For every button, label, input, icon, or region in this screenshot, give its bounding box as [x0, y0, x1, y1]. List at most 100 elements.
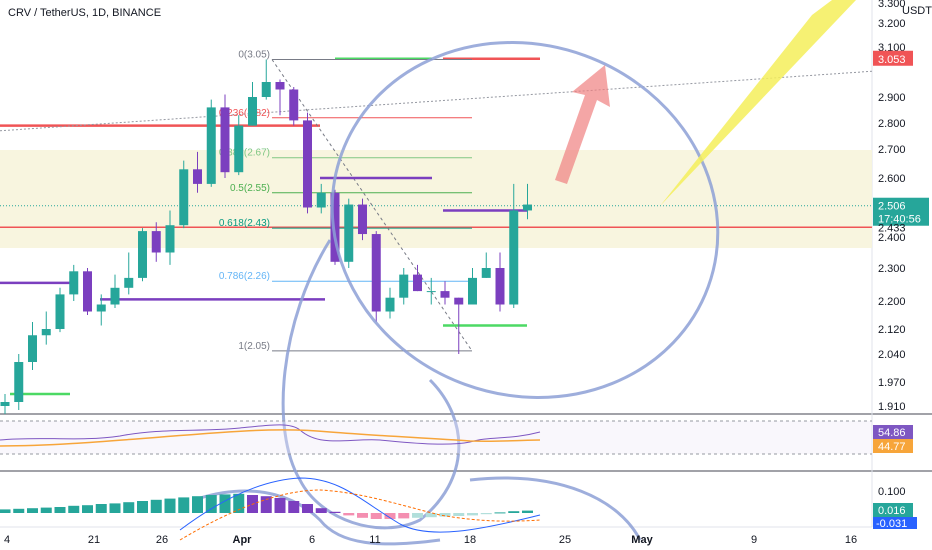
price-tick-label: 2.900	[878, 92, 906, 104]
fib-level-label: 1(2.05)	[238, 341, 270, 352]
candle-body	[206, 107, 216, 184]
candle-body	[83, 271, 92, 312]
last-price-label: 2.506	[878, 201, 906, 213]
candle-body	[481, 268, 491, 278]
arrow-up-icon	[555, 65, 610, 184]
fib-level-label: 0.786(2.26)	[219, 271, 270, 282]
yellow-wedge	[660, 0, 856, 206]
macd-histogram-bar	[357, 513, 368, 518]
candle-body	[193, 169, 202, 184]
candle-body	[261, 82, 271, 97]
fib-level-label: 0(3.05)	[238, 50, 270, 61]
candle-body	[344, 204, 354, 262]
candle-body	[14, 362, 24, 402]
candle-body	[220, 107, 230, 173]
candle-body	[0, 402, 10, 406]
fib-level-label: 0.236(2.82)	[219, 108, 270, 119]
macd-histogram-bar	[467, 513, 478, 516]
candle-body	[124, 277, 134, 288]
price-tick-label: 2.120	[878, 324, 906, 336]
price-tick-label: 3.300	[878, 0, 906, 10]
time-tick-label: 9	[751, 534, 757, 546]
macd-histogram-bar	[425, 513, 437, 518]
macd-hist-badge	[873, 503, 913, 517]
candle-body	[96, 304, 106, 312]
candle-body	[468, 277, 477, 305]
price-tick-label: 2.400	[878, 232, 906, 244]
support-price-label: 2.433	[878, 222, 906, 234]
candle-body	[151, 231, 161, 253]
fib-level-label: 0.618(2.43)	[219, 218, 270, 229]
chart-background	[0, 0, 872, 550]
candles-layer	[0, 59, 532, 414]
candle-body	[28, 335, 37, 362]
macd-histogram-bar	[260, 496, 272, 513]
macd-histogram-bar	[123, 502, 135, 513]
axis-background	[872, 0, 932, 550]
time-tick-label: 6	[309, 534, 315, 546]
candle-body	[413, 274, 422, 292]
macd-histogram-bar	[384, 513, 396, 519]
candle-body	[289, 89, 299, 121]
axes-layer: 3.3003.2003.1002.9002.8002.7002.6002.400…	[4, 0, 932, 546]
price-unit-label: USDT	[902, 5, 932, 17]
macd-histogram-bar	[164, 498, 176, 513]
macd-histogram-bar	[370, 513, 382, 519]
macd-histogram-bar	[178, 497, 190, 513]
macd-tick-label: 0.100	[878, 486, 906, 498]
candle-body	[303, 120, 312, 208]
candle-body	[426, 291, 436, 293]
candle-body	[41, 329, 51, 336]
candle-body	[165, 225, 175, 253]
macd-histogram-bar	[329, 511, 341, 513]
price-tick-label: 3.200	[878, 18, 906, 30]
price-tick-label: 2.600	[878, 173, 906, 185]
rsi-value-label: 54.86	[878, 427, 906, 439]
time-tick-label: Apr	[233, 534, 253, 546]
macd-histogram-bar	[508, 511, 520, 513]
time-tick-label: 11	[369, 534, 380, 546]
candle-body	[248, 97, 257, 126]
time-tick-label: 16	[845, 534, 857, 546]
macd-histogram-bar	[480, 513, 492, 515]
trend-line	[0, 70, 873, 132]
macd-value-label: -0.031	[876, 518, 907, 530]
macd-histogram-bar	[315, 508, 327, 513]
fib-diagonal	[271, 59, 473, 352]
rsi-line	[0, 424, 541, 445]
macd-histogram-bar	[439, 513, 451, 517]
candle-body	[385, 297, 395, 312]
price-tick-label: 1.910	[878, 401, 906, 413]
candle-body	[330, 192, 340, 262]
macd-histogram-bar	[95, 504, 107, 513]
fib-level-label: 0.5(2.55)	[230, 183, 270, 194]
macd-histogram-bar	[522, 510, 533, 513]
macd-histogram-bar	[0, 509, 11, 513]
candle-body	[110, 287, 120, 305]
candle-body	[509, 210, 519, 305]
macd-histogram-bar	[192, 496, 203, 513]
macd-histogram-bar	[27, 508, 38, 513]
candle-body	[69, 271, 79, 295]
macd-histogram-bar	[302, 504, 313, 513]
candle-body	[234, 125, 244, 173]
rsi-pane	[0, 420, 872, 455]
rsi-badge	[873, 425, 913, 439]
candle-body	[440, 291, 450, 298]
macd-histogram-bar	[137, 501, 148, 513]
macd-histogram-bar	[68, 505, 80, 513]
macd-histogram-bar	[150, 499, 162, 513]
macd-histogram-bar	[398, 513, 410, 519]
candle-body	[179, 169, 189, 226]
signal-line	[179, 489, 541, 541]
price-badge	[873, 50, 913, 66]
macd-histogram-bar	[453, 513, 465, 516]
macd-histogram-bar	[205, 495, 217, 513]
price-tick-label: 2.040	[878, 349, 906, 361]
macd-histogram-bar	[288, 501, 300, 513]
chart-title: CRV / TetherUS, 1D, BINANCE	[8, 7, 161, 19]
macd-histogram-bar	[219, 494, 231, 513]
candle-body	[371, 234, 381, 312]
last-price-badge	[873, 197, 929, 226]
